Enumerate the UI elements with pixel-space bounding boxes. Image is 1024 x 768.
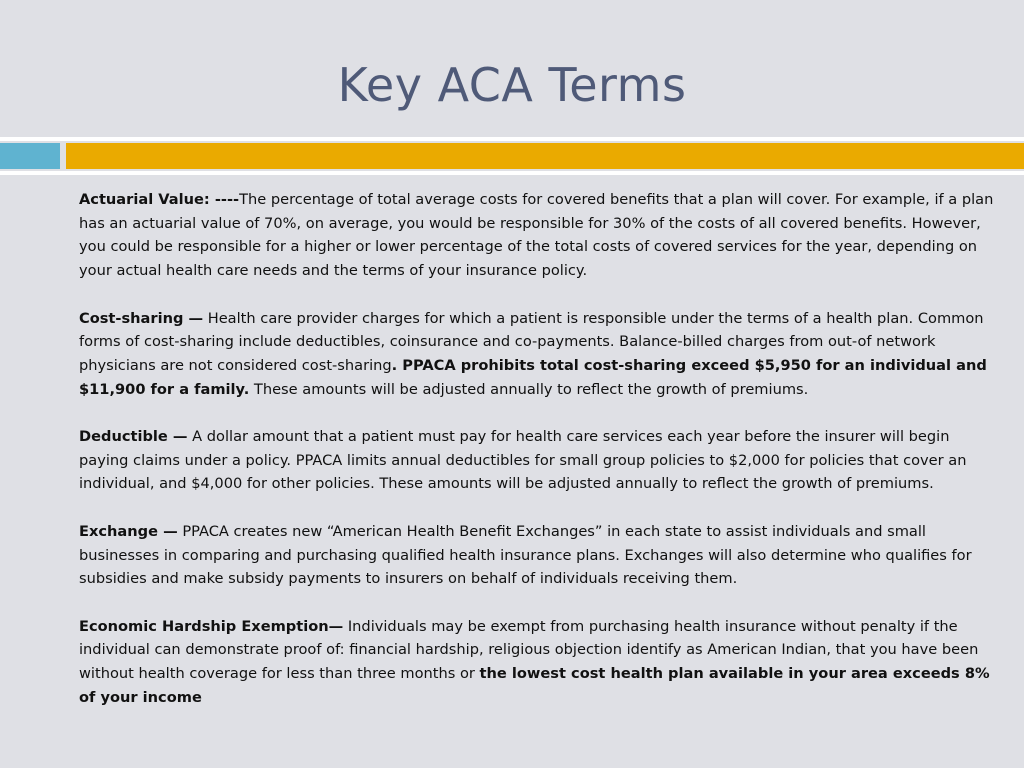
term-label: Deductible — xyxy=(79,428,188,445)
term-label: Cost-sharing — xyxy=(79,309,204,327)
term-definition: PPACA creates new “American Health Benef… xyxy=(79,522,972,588)
accent-bar-blue xyxy=(0,143,60,169)
term-definition: Health care provider charges for which a… xyxy=(79,309,984,374)
accent-bar-orange xyxy=(66,143,1024,169)
term-label: Actuarial Value: ---- xyxy=(79,191,240,208)
divider-top xyxy=(0,137,1024,141)
term-definition-tail: These amounts will be adjusted annually … xyxy=(249,380,809,398)
term-cost-sharing: Cost-sharing — Health care provider char… xyxy=(79,307,997,402)
term-deductible: Deductible — A dollar amount that a pati… xyxy=(79,425,997,496)
term-label: Economic Hardship Exemption— xyxy=(79,617,344,635)
term-definition: A dollar amount that a patient must pay … xyxy=(79,428,967,493)
term-definition: Individuals may be exempt from purchasin… xyxy=(79,617,979,682)
term-exchange: Exchange — PPACA creates new “American H… xyxy=(79,520,997,591)
term-label: Exchange — xyxy=(79,522,178,540)
slide-title: Key ACA Terms xyxy=(337,58,687,112)
term-emphasis: . PPACA prohibits total cost-sharing exc… xyxy=(79,356,987,398)
terms-list: Actuarial Value: ----The percentage of t… xyxy=(79,188,997,733)
term-definition: The percentage of total average costs fo… xyxy=(79,191,994,280)
divider-bottom xyxy=(0,171,1024,175)
term-emphasis: the lowest cost health plan available in… xyxy=(79,665,990,706)
term-economic-hardship-exemption: Economic Hardship Exemption— Individuals… xyxy=(79,615,997,710)
term-actuarial-value: Actuarial Value: ----The percentage of t… xyxy=(79,188,997,283)
